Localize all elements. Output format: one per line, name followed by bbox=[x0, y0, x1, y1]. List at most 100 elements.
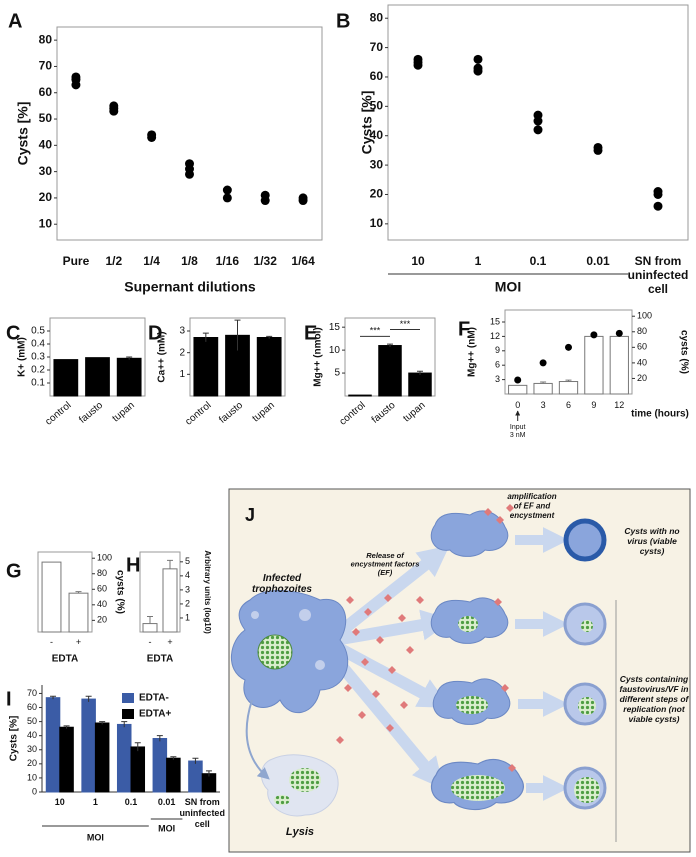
point bbox=[260, 190, 270, 200]
nonviable-label: Cysts containing faustovirus/VF in differe… bbox=[620, 674, 690, 724]
y-tick-label: 5 bbox=[185, 556, 190, 566]
lysis-label: Lysis bbox=[286, 826, 314, 838]
error-bar bbox=[75, 591, 82, 594]
x-tick-label: 1/64 bbox=[291, 254, 315, 268]
text-line: 0.01 bbox=[158, 797, 176, 807]
y-tick-label: 60 bbox=[97, 584, 107, 594]
text-line: 12 bbox=[614, 400, 624, 410]
y-tick-label: 2 bbox=[185, 598, 190, 608]
y-tick-label: 40 bbox=[637, 357, 647, 367]
viable-label: Cysts with no virus (viable cysts) bbox=[624, 526, 679, 556]
virus-factory bbox=[578, 697, 596, 715]
point bbox=[514, 376, 522, 384]
text-line: faustovirus/VF in bbox=[620, 684, 689, 694]
y-tick-label: 60 bbox=[637, 342, 647, 352]
panel-letter: D bbox=[148, 322, 162, 344]
bar bbox=[94, 722, 110, 793]
arrow bbox=[332, 640, 450, 708]
y-axis-title: Ca++ (mM) bbox=[157, 331, 168, 382]
y-tick-label: 0.5 bbox=[31, 326, 45, 337]
text-line: replication (not bbox=[623, 704, 686, 714]
point bbox=[222, 193, 232, 203]
x-tick-label: 0.1 bbox=[530, 254, 547, 268]
bar bbox=[85, 357, 110, 397]
plot-frame bbox=[387, 4, 689, 241]
annotation: Input 3 nM bbox=[510, 424, 526, 439]
x-tick-label: control bbox=[338, 400, 368, 428]
y-tick-label: 3 bbox=[185, 584, 190, 594]
y-tick-label: 15 bbox=[490, 316, 500, 326]
y-tick-label: 3 bbox=[179, 326, 185, 337]
y-tick-label: 6 bbox=[495, 360, 500, 370]
x-tick-label: - bbox=[50, 637, 53, 647]
vacuole bbox=[251, 611, 259, 619]
bar bbox=[41, 561, 62, 633]
x-tick-label: 12 bbox=[614, 400, 624, 410]
x-tick-label: tupan bbox=[401, 400, 427, 425]
trophozoite bbox=[430, 510, 509, 557]
text-line: amplification bbox=[507, 492, 556, 501]
text-line: Infected bbox=[263, 573, 302, 584]
y-tick-label: 100 bbox=[637, 311, 652, 321]
y-tick-label: 50 bbox=[27, 716, 37, 726]
x-axis-title: EDTA bbox=[147, 654, 173, 665]
y-axis-title: Cysts [%] bbox=[15, 102, 31, 166]
bar bbox=[152, 738, 168, 793]
text-line: 1/4 bbox=[143, 254, 160, 268]
text-line: cysts) bbox=[640, 546, 665, 556]
y-tick-label: 10 bbox=[329, 345, 341, 356]
text-line: virus (viable bbox=[627, 536, 677, 546]
text-line: 1/8 bbox=[181, 254, 198, 268]
diagram-j: J bbox=[228, 488, 691, 853]
plot-frame bbox=[139, 551, 181, 633]
text-line: trophozoites bbox=[252, 584, 312, 595]
plot-frame bbox=[56, 26, 323, 241]
virus-release bbox=[289, 768, 321, 792]
x-tick-label: 10 bbox=[411, 254, 425, 268]
y-tick-label: 60 bbox=[27, 702, 37, 712]
y-tick-label: 70 bbox=[27, 688, 37, 698]
virus-factory bbox=[581, 620, 593, 632]
panel-letter: J bbox=[245, 505, 255, 525]
panel-letter: H bbox=[126, 554, 140, 576]
x-tick-label: SN from uninfected cell bbox=[628, 254, 689, 296]
text-line: SN from bbox=[185, 797, 220, 807]
text-line: 0.1 bbox=[125, 797, 138, 807]
point bbox=[147, 130, 157, 140]
text-line: + bbox=[167, 637, 172, 647]
text-line: 1/64 bbox=[291, 254, 315, 268]
x-tick-label: control bbox=[43, 400, 73, 428]
infected-label: Infected trophozoites bbox=[252, 573, 312, 595]
text-line: uninfected bbox=[628, 268, 689, 282]
x-axis-title: MOI bbox=[87, 832, 104, 842]
y-tick-label: 9 bbox=[495, 345, 500, 355]
panel-letter: F bbox=[458, 318, 470, 340]
x-tick-label: + bbox=[76, 637, 81, 647]
x-tick-label: 0.1 bbox=[125, 797, 138, 807]
panel-letter: B bbox=[336, 10, 350, 32]
y-tick-label: 20 bbox=[370, 187, 384, 201]
bar bbox=[162, 568, 178, 633]
y-tick-label: 80 bbox=[370, 10, 384, 24]
y-tick-label: 1 bbox=[185, 612, 190, 622]
point bbox=[185, 159, 194, 169]
amplification-label: amplification of EF and encystment bbox=[507, 492, 556, 520]
y-tick-label: 100 bbox=[97, 553, 112, 563]
error-bar bbox=[147, 616, 153, 624]
text-line: 1 bbox=[93, 797, 98, 807]
bar bbox=[533, 382, 553, 395]
x-axis-title: MOI bbox=[158, 823, 175, 833]
y2-axis-title: cysts (%) bbox=[678, 330, 689, 374]
point bbox=[109, 101, 119, 111]
cyst bbox=[563, 518, 607, 562]
point bbox=[590, 331, 598, 339]
bar bbox=[81, 698, 96, 793]
x-tick-label: 6 bbox=[566, 400, 571, 410]
y-tick-label: 30 bbox=[27, 744, 37, 754]
virus-factory bbox=[456, 696, 488, 714]
x-tick-label: 1 bbox=[475, 254, 482, 268]
y-tick-label: 80 bbox=[637, 326, 647, 336]
point bbox=[533, 125, 543, 135]
y-tick-label: 80 bbox=[39, 32, 53, 46]
bar bbox=[68, 592, 89, 633]
